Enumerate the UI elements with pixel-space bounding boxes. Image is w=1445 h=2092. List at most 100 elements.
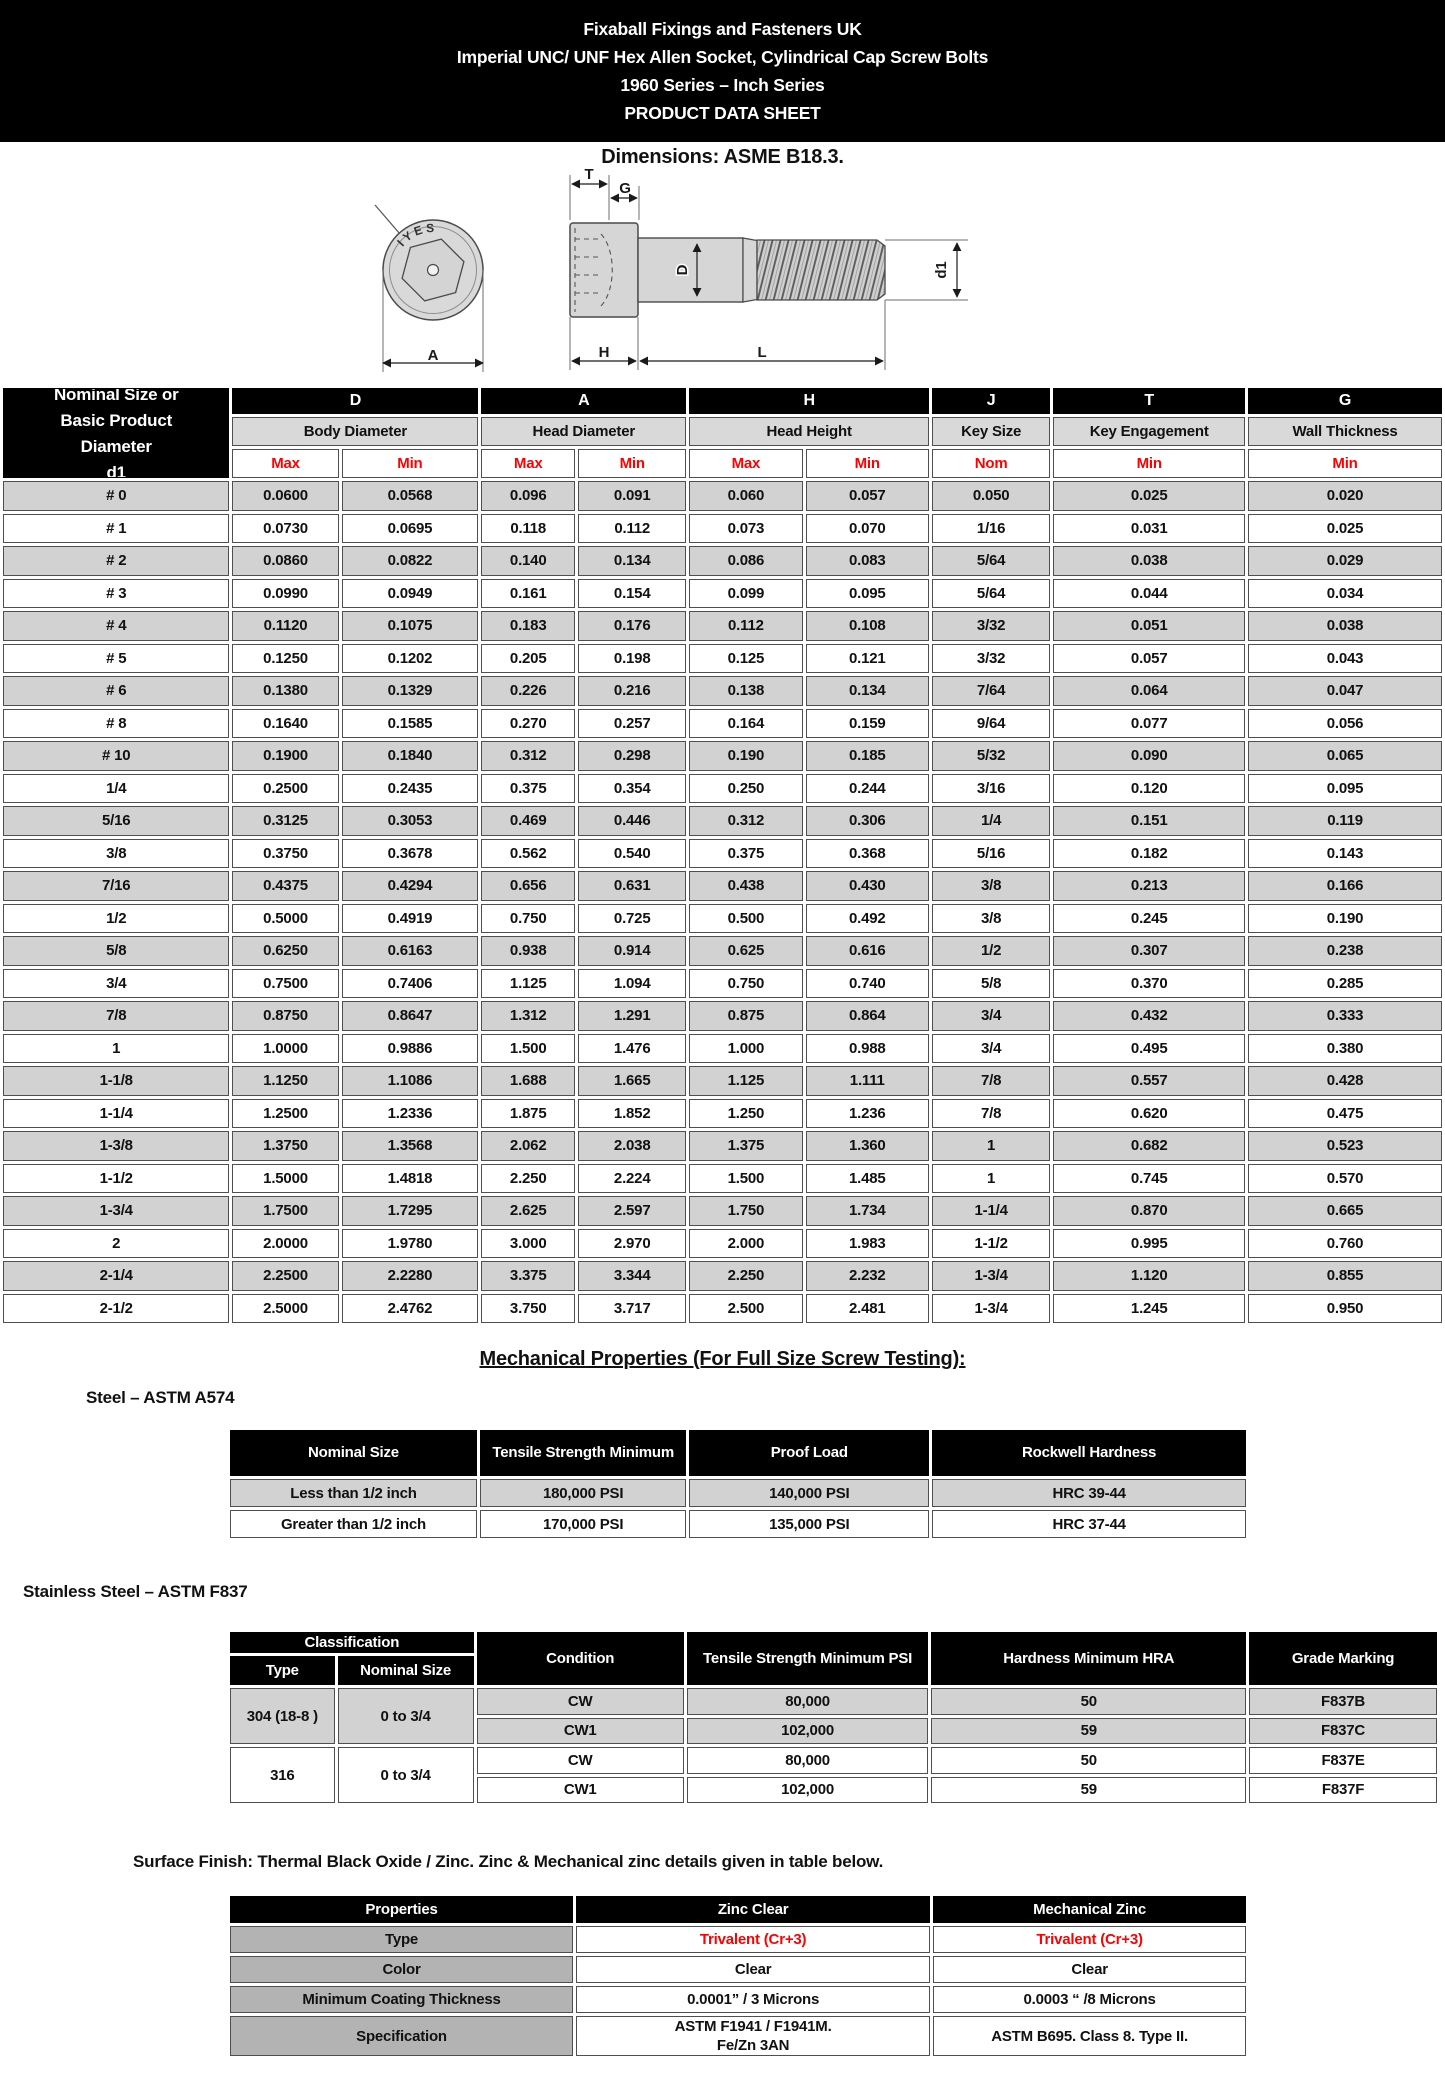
value-cell: 1-3/4: [931, 1261, 1051, 1291]
table-row: 7/16 0.4375 0.4294 0.656 0.631 0.438 0.430 3/8 0…: [3, 871, 1442, 901]
table-row: 3/8 0.3750 0.3678 0.562 0.540 0.375 0.368 5/16 0…: [3, 838, 1442, 868]
value-cell: 0.750: [481, 903, 576, 933]
value-cell: 102,000: [686, 1717, 929, 1744]
condition-header: Condition: [476, 1632, 684, 1685]
value-cell: CW1: [476, 1717, 684, 1744]
table-row: 2-1/2 2.5000 2.4762 3.750 3.717 2.500 2.481 1-3…: [3, 1293, 1442, 1323]
company-title: Fixaball Fixings and Fasteners UK: [583, 18, 862, 39]
value-cell: F837B: [1249, 1688, 1437, 1715]
property-label-cell: Color: [230, 1956, 574, 1983]
value-cell: 0.138: [689, 676, 803, 706]
size-cell: 2-1/2: [3, 1293, 230, 1323]
value-cell: 1.476: [578, 1033, 687, 1063]
value-cell: 0.6250: [232, 936, 339, 966]
col-group-H: H: [689, 388, 929, 414]
table-row: 5/8 0.6250 0.6163 0.938 0.914 0.625 0.616 1/2 0.…: [3, 936, 1442, 966]
value-cell: 0.1380: [232, 676, 339, 706]
threaded-section: [756, 239, 886, 301]
value-cell: 0.1120: [232, 611, 339, 641]
value-cell: 0.064: [1053, 676, 1246, 706]
value-cell: 2.2500: [232, 1261, 339, 1291]
group-name-head-height: Head Height: [689, 417, 929, 446]
value-cell: 0.285: [1248, 968, 1442, 998]
value-cell: 0.864: [805, 1001, 929, 1031]
value-cell: 1.500: [481, 1033, 576, 1063]
surface-finish-table: Properties Zinc Clear Mechanical Zinc Ty…: [227, 1893, 1249, 2059]
value-cell: 2.232: [805, 1261, 929, 1291]
value-cell: 0.3750: [232, 838, 339, 868]
size-cell: 1-1/2: [3, 1163, 230, 1193]
value-cell: 0.1900: [232, 741, 339, 771]
group-name-head-diameter: Head Diameter: [481, 417, 687, 446]
value-cell: 1.852: [578, 1098, 687, 1128]
shank: [637, 237, 744, 303]
value-cell: 1.125: [481, 968, 576, 998]
group-name-body-diameter: Body Diameter: [232, 417, 479, 446]
value-cell: 0.043: [1248, 643, 1442, 673]
value-cell: 0.257: [578, 708, 687, 738]
size-cell: 1-3/8: [3, 1131, 230, 1161]
size-cell: 1/4: [3, 773, 230, 803]
value-cell: 0.2500: [232, 773, 339, 803]
value-cell: 0.740: [805, 968, 929, 998]
value-cell: 0.096: [481, 481, 576, 511]
tensile-header: Tensile Strength Minimum PSI: [686, 1632, 929, 1685]
value-cell: 1: [931, 1131, 1051, 1161]
value-cell: 0.025: [1248, 513, 1442, 543]
value-cell: 50: [931, 1747, 1247, 1774]
classification-header: Classification: [230, 1632, 474, 1653]
dim-label-l: L: [758, 344, 767, 361]
size-cell: # 5: [3, 643, 230, 673]
value-cell: 0.0730: [232, 513, 339, 543]
size-cell: 2: [3, 1228, 230, 1258]
value-cell: 0.238: [1248, 936, 1442, 966]
dim-label-d: D: [674, 264, 691, 275]
value-cell: 2.250: [689, 1261, 803, 1291]
stainless-properties-table: Classification Condition Tensile Strengt…: [227, 1629, 1440, 1806]
value-cell: 0.1585: [341, 708, 479, 738]
value-cell: 2.5000: [232, 1293, 339, 1323]
value-cell: 5/32: [931, 741, 1051, 771]
steel-table-body: Less than 1/2 inch 180,000 PSI 140,000 PSI…: [230, 1479, 1246, 1538]
steel-header: Proof Load: [689, 1430, 930, 1476]
value-cell: 2.625: [481, 1196, 576, 1226]
value-cell: 0.134: [578, 546, 687, 576]
group-name-key-engagement: Key Engagement: [1053, 417, 1246, 446]
value-cell: Trivalent (Cr+3): [933, 1926, 1246, 1953]
table-row: Minimum Coating Thickness 0.0001” / 3 Mic…: [230, 1986, 1246, 2013]
value-cell: 80,000: [686, 1688, 929, 1715]
value-cell: 1.291: [578, 1001, 687, 1031]
value-cell: 0.090: [1053, 741, 1246, 771]
value-cell: Less than 1/2 inch: [230, 1479, 477, 1507]
sub-header: Max: [232, 449, 339, 478]
value-cell: 0.050: [931, 481, 1051, 511]
stainless-table-body: 304 (18-8 ) 0 to 3/4 CW 80,000 50 F837B CW1 102…: [230, 1688, 1437, 1803]
size-cell: 3/8: [3, 838, 230, 868]
value-cell: 3.375: [481, 1261, 576, 1291]
value-cell: 1.250: [689, 1098, 803, 1128]
value-cell: 0.151: [1053, 806, 1246, 836]
value-cell: 0.2435: [341, 773, 479, 803]
value-cell: 2.062: [481, 1131, 576, 1161]
sf-header: Properties: [230, 1896, 574, 1923]
type-header: Type: [230, 1656, 335, 1685]
value-cell: 0.250: [689, 773, 803, 803]
value-cell: 0.140: [481, 546, 576, 576]
table-row: 316 0 to 3/4 CW 80,000 50 F837E: [230, 1747, 1437, 1803]
sub-header: Max: [689, 449, 803, 478]
sheet-title: PRODUCT DATA SHEET: [624, 102, 821, 123]
value-cell: 0.8647: [341, 1001, 479, 1031]
table-row: 1-1/4 1.2500 1.2336 1.875 1.852 1.250 1.236 7/8…: [3, 1098, 1442, 1128]
dim-label-g: G: [619, 180, 630, 197]
value-cell: 0.750: [689, 968, 803, 998]
size-cell: # 3: [3, 578, 230, 608]
mechanical-properties-heading: Mechanical Properties (For Full Size Scr…: [479, 1348, 966, 1370]
value-cell: 0.370: [1053, 968, 1246, 998]
value-cell: 0.086: [689, 546, 803, 576]
value-cell: 0.988: [805, 1033, 929, 1063]
value-cell: 1.120: [1053, 1261, 1246, 1291]
value-cell: 0.469: [481, 806, 576, 836]
size-cell: 7/16: [3, 871, 230, 901]
value-cell: 0.205: [481, 643, 576, 673]
grade-marking-header: Grade Marking: [1249, 1632, 1437, 1685]
